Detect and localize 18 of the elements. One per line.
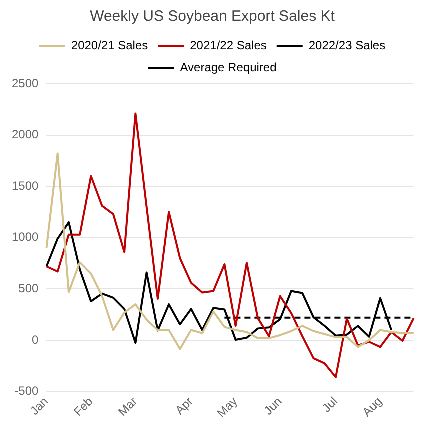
x-tick-label: Jul [320, 394, 340, 416]
x-tick-label: Jun [261, 394, 285, 418]
y-tick-label: 0 [32, 332, 40, 347]
y-tick-label: 2500 [12, 76, 40, 90]
x-tick-label: May [214, 394, 240, 420]
legend-label: 2021/22 Sales [190, 38, 267, 52]
x-tick-label: Aug [360, 394, 385, 420]
y-tick-label: 1000 [12, 230, 40, 244]
legend-label: 2020/21 Sales [71, 38, 148, 52]
legend-label: Average Required [180, 60, 277, 74]
legend-label: 2022/23 Sales [308, 38, 386, 52]
y-tick-label: 500 [18, 282, 40, 296]
x-tick-label: Feb [71, 394, 96, 419]
chart-title: Weekly US Soybean Export Sales Kt [90, 8, 336, 26]
x-tick-label: Mar [116, 394, 140, 419]
y-tick-label: 2000 [12, 128, 40, 142]
y-tick-label: 1500 [12, 178, 40, 193]
x-tick-label: Apr [172, 394, 196, 418]
